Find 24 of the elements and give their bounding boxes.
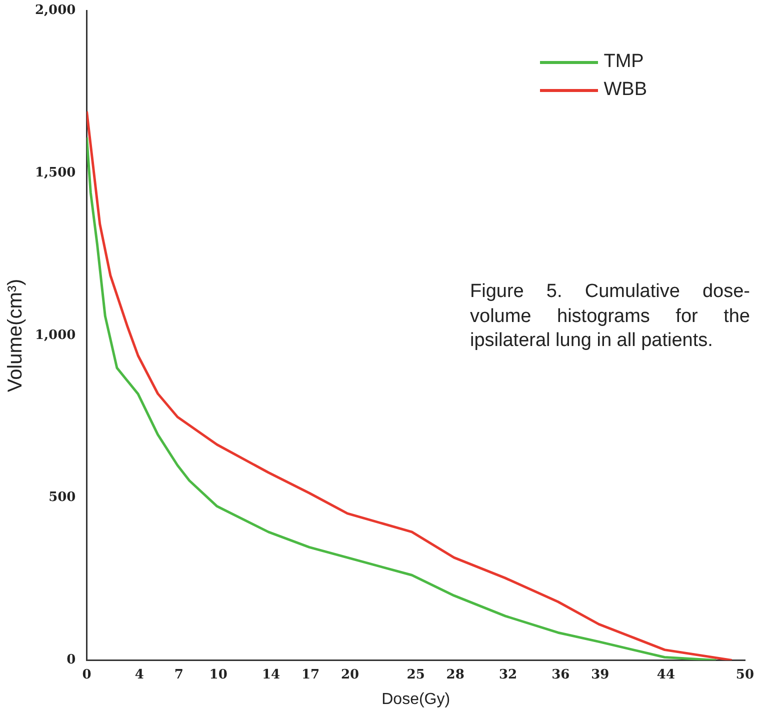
legend-label: WBB <box>604 79 647 101</box>
x-tick-label: 20 <box>340 667 360 682</box>
x-tick-label: 28 <box>446 667 464 682</box>
x-tick-label: 10 <box>209 667 228 682</box>
legend-label: TMP <box>604 51 644 73</box>
y-tick-label: 1,000 <box>34 328 76 343</box>
annotation: Figure 5. Cumulative dose-volume histograms for the ipsilateral lung in all patients. <box>470 280 750 354</box>
x-tick-label: 25 <box>406 667 425 682</box>
x-tick-label: 14 <box>262 667 280 682</box>
x-tick-label: 32 <box>498 667 518 682</box>
x-tick-label: 4 <box>134 667 144 682</box>
x-tick-label: 50 <box>736 667 754 682</box>
x-tick-label: 17 <box>301 667 320 682</box>
x-tick-label: 44 <box>656 667 676 682</box>
x-tick-label: 0 <box>82 667 92 682</box>
x-tick-label: 7 <box>174 667 184 682</box>
x-axis-title: Dose(Gy) <box>382 690 450 708</box>
y-axis-title: Volume(cm³) <box>4 278 27 392</box>
y-tick-label: 2,000 <box>34 3 76 18</box>
y-tick-label: 500 <box>48 490 76 506</box>
x-tick-label: 36 <box>552 667 570 682</box>
x-tick-label: 39 <box>591 667 610 682</box>
y-tick-label: 1,500 <box>34 166 76 181</box>
y-tick-label: 0 <box>66 652 76 668</box>
